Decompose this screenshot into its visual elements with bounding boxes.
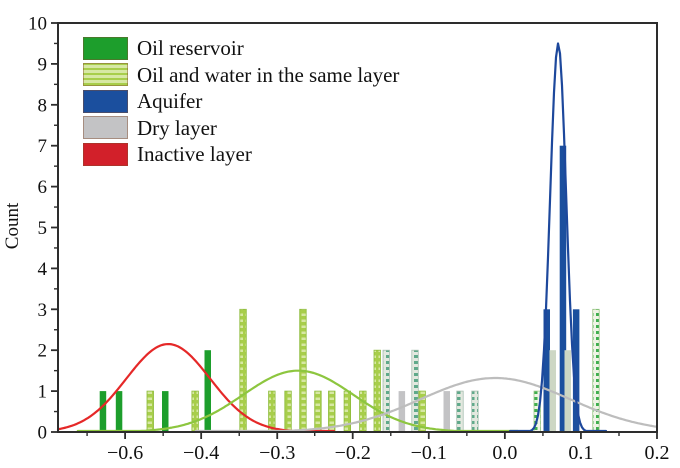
legend-label-oil-reservoir: Oil reservoir [137, 36, 244, 60]
bar-mixed [456, 390, 464, 433]
legend-item-inactive-layer: Inactive layer [83, 142, 399, 166]
y-tick-label: 3 [38, 300, 48, 321]
legend-swatch-dry-layer [83, 116, 128, 139]
y-tick-label: 8 [38, 95, 48, 116]
bar-oil-reservoir [115, 391, 123, 432]
y-axis-title: Count [2, 202, 23, 250]
bar-mixed [471, 390, 479, 433]
bar-oil-reservoir [99, 391, 107, 432]
y-tick-label: 5 [38, 218, 48, 239]
bars-layer [99, 145, 600, 433]
axes-layer: −0.6 −0.4 −0.3 −0.2 −0.1 0.0 0.1 0.2 0 1 2 3 4 5 6 7 8 9 1… [28, 14, 670, 465]
y-tick-label: 6 [38, 177, 48, 198]
y-tick-label: 1 [38, 382, 48, 403]
bar-oil-water [314, 390, 322, 433]
legend-swatch-oil-and-water [83, 63, 128, 86]
x-tick-label: −0.6 [107, 442, 143, 464]
legend-swatch-inactive-layer [83, 142, 128, 166]
y-tick-label: 0 [38, 423, 48, 444]
legend-item-oil-reservoir: Oil reservoir [83, 36, 399, 60]
bar-dry-layer [443, 391, 450, 432]
x-tick-label: 0.1 [568, 442, 593, 464]
x-tick-label: −0.3 [259, 442, 295, 464]
legend-item-oil-and-water: Oil and water in the same layer [83, 63, 399, 87]
legend-item-aquifer: Aquifer [83, 89, 399, 113]
bar-oil-water [146, 390, 154, 433]
y-tick-label: 10 [28, 14, 47, 35]
bar-aquifer [543, 309, 550, 432]
x-tick-label: 0.2 [645, 442, 670, 464]
y-tick-label: 4 [38, 259, 48, 280]
bar-oil-reservoir [162, 391, 169, 432]
curve-aquifer-fit [508, 42, 608, 433]
legend-swatch-oil-reservoir [83, 36, 128, 60]
bar-oil-water [268, 390, 276, 433]
bar-mixed [382, 349, 390, 433]
curve-oil-water-fit [76, 369, 519, 433]
y-tick-label: 2 [38, 341, 48, 362]
bar-oil-water [359, 390, 367, 433]
bar-mixed [411, 349, 419, 433]
legend-label-aquifer: Aquifer [137, 89, 203, 113]
bar-oil-reservoir [204, 350, 211, 432]
bar-aquifer [572, 309, 580, 432]
y-tick-label: 7 [38, 136, 48, 157]
bar-oil-water [373, 349, 381, 433]
legend-item-dry-layer: Dry layer [83, 116, 399, 140]
y-tick-label: 9 [38, 54, 48, 75]
legend-swatch-aquifer [83, 89, 128, 113]
legend-label-dry-layer: Dry layer [137, 115, 217, 140]
bar-oil-water [191, 390, 199, 433]
bar-aquifer [559, 145, 567, 432]
bar-pale-overlap [564, 350, 571, 432]
x-tick-label: 0.0 [492, 442, 517, 464]
bar-oil-water-dotted [592, 308, 600, 433]
x-tick-label: −0.4 [183, 442, 219, 464]
x-tick-label: −0.1 [411, 442, 447, 464]
bar-dry-layer [398, 391, 406, 432]
x-tick-label: −0.2 [335, 442, 371, 464]
legend: Oil reservoir Oil and water in the same … [83, 36, 399, 169]
legend-label-oil-and-water: Oil and water in the same layer [137, 62, 400, 87]
bar-oil-water [284, 390, 292, 433]
legend-label-inactive-layer: Inactive layer [137, 142, 252, 166]
